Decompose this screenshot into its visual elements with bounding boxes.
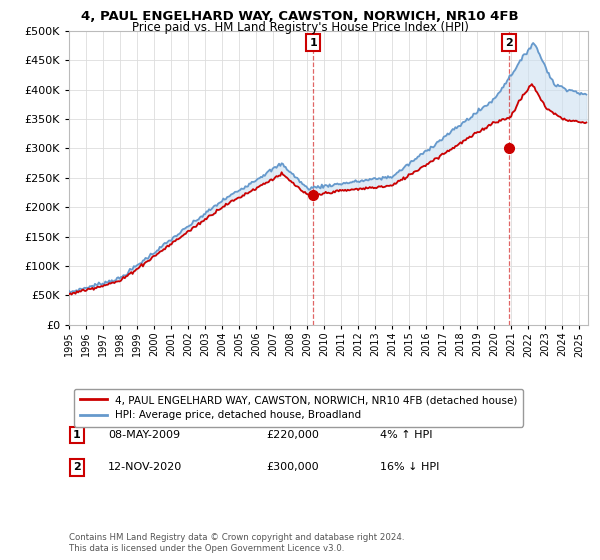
Text: Contains HM Land Registry data © Crown copyright and database right 2024.
This d: Contains HM Land Registry data © Crown c… — [69, 533, 404, 553]
Text: 2: 2 — [73, 463, 80, 473]
Text: £300,000: £300,000 — [266, 463, 319, 473]
Text: 16% ↓ HPI: 16% ↓ HPI — [380, 463, 440, 473]
Text: 4, PAUL ENGELHARD WAY, CAWSTON, NORWICH, NR10 4FB: 4, PAUL ENGELHARD WAY, CAWSTON, NORWICH,… — [81, 10, 519, 23]
Text: 1: 1 — [73, 430, 80, 440]
Text: 1: 1 — [310, 38, 317, 48]
Legend: 4, PAUL ENGELHARD WAY, CAWSTON, NORWICH, NR10 4FB (detached house), HPI: Average: 4, PAUL ENGELHARD WAY, CAWSTON, NORWICH,… — [74, 389, 523, 427]
Text: 08-MAY-2009: 08-MAY-2009 — [108, 430, 180, 440]
Text: 12-NOV-2020: 12-NOV-2020 — [108, 463, 182, 473]
Text: 2: 2 — [505, 38, 513, 48]
Text: Price paid vs. HM Land Registry's House Price Index (HPI): Price paid vs. HM Land Registry's House … — [131, 21, 469, 34]
Text: £220,000: £220,000 — [266, 430, 319, 440]
Text: 4% ↑ HPI: 4% ↑ HPI — [380, 430, 433, 440]
